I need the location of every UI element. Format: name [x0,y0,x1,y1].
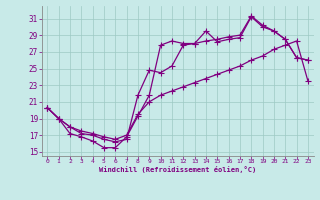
X-axis label: Windchill (Refroidissement éolien,°C): Windchill (Refroidissement éolien,°C) [99,166,256,173]
